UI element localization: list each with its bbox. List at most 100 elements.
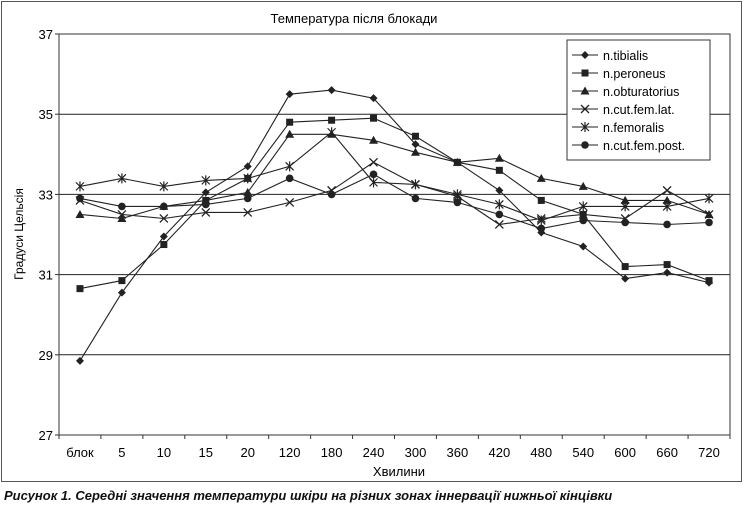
data-point [285,129,295,138]
data-point [620,195,630,204]
data-point [369,170,378,179]
y-tick-label: 29 [39,348,53,363]
figure-caption: Рисунок 1. Середні значення температури … [4,488,613,503]
series-line [79,89,710,362]
legend: n.tibialis n.peroneus n.obturatorius n.cut.… [566,39,711,161]
data-point [118,277,126,285]
data-point [243,187,253,196]
data-point [411,179,420,190]
data-point [117,288,126,297]
x-tick-label: 240 [363,445,385,460]
data-point [201,200,210,209]
x-tick-label: блок [66,445,94,460]
x-tick-label: 5 [118,445,125,460]
data-point [494,153,504,162]
series-line [79,173,710,230]
legend-label: n.peroneus [603,67,666,81]
data-point [620,201,630,212]
x-tick-label: 600 [614,445,636,460]
data-point [285,161,295,172]
y-tick-label: 27 [39,428,53,443]
data-point [704,193,714,204]
data-point [452,189,462,200]
data-point [327,190,336,199]
data-point [662,201,672,212]
data-point [201,188,210,197]
legend-marker [581,141,589,149]
x-tick-label: 360 [447,445,469,460]
data-point [495,166,503,174]
data-point [328,116,336,124]
data-point [285,197,295,207]
data-point [705,277,713,285]
data-point [243,207,253,217]
data-point [285,90,294,99]
series-line [79,131,710,222]
data-point [370,114,378,122]
x-tick-label: 20 [240,445,254,460]
data-point [536,215,546,226]
series-3 [75,157,714,229]
y-axis: 27 29 31 33 35 37 [39,27,59,443]
data-point [537,224,546,233]
data-point [369,157,378,167]
data-point [369,135,379,144]
data-point [537,196,545,204]
data-point [536,173,546,182]
y-axis-label: Градуси Цельсія [12,188,26,280]
legend-item: n.femoralis [572,121,664,135]
data-point [410,147,420,156]
data-point [243,194,252,203]
data-point [369,94,378,103]
x-tick-label: 720 [698,445,720,460]
series-2 [75,129,714,222]
data-point [663,261,671,269]
x-tick-label: 300 [405,445,427,460]
data-point [663,220,671,229]
data-point [621,218,629,227]
x-tick-label: 540 [572,445,594,460]
legend-item: n.obturatorius [572,85,679,99]
series-line [79,133,710,220]
legend-label: n.tibialis [603,49,648,63]
series-line [79,161,710,226]
data-point [495,186,504,195]
x-tick-label: 120 [279,445,301,460]
legend-item: n.peroneus [572,67,666,81]
legend-marker [580,104,590,114]
data-point [160,241,168,249]
x-tick-label: 480 [530,445,552,460]
y-tick-label: 35 [39,107,53,122]
data-point [411,194,420,203]
legend-label: n.femoralis [603,121,664,135]
y-tick-label: 37 [39,27,53,42]
line-chart: Температура після блокади 27 29 31 33 35 37 б… [12,11,731,479]
legend-item: n.tibialis [572,49,648,63]
data-point [117,209,127,219]
data-point [452,157,462,166]
data-point [494,199,504,210]
data-point [201,207,211,217]
x-tick-label: 15 [199,445,213,460]
x-tick-label: 10 [157,445,171,460]
data-point [411,140,420,149]
y-tick-label: 31 [39,268,53,283]
data-point [75,356,84,365]
data-point [75,209,85,218]
data-point [243,173,253,184]
data-point [118,202,126,211]
data-point [578,209,588,219]
data-point [579,216,588,225]
data-point [243,162,252,171]
y-tick-label: 33 [39,187,53,202]
data-point [117,173,127,184]
chart-title: Температура після блокади [271,11,438,26]
data-point [201,175,211,186]
x-tick-label: 420 [488,445,510,460]
data-point [621,274,630,283]
legend-label: n.obturatorius [603,85,679,99]
series-line [79,117,710,290]
data-point [704,209,714,219]
data-point [327,127,337,138]
x-tick-label: 180 [321,445,343,460]
